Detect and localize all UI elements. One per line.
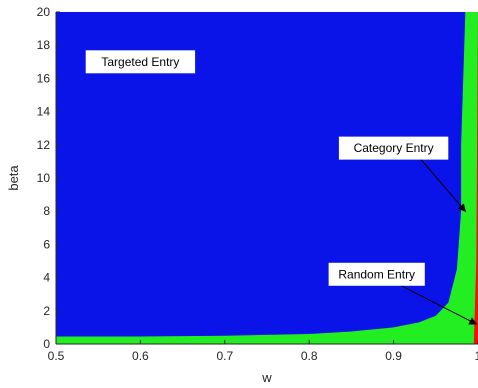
- y-tick-label: 10: [37, 171, 51, 185]
- x-tick-label: 0.8: [301, 349, 318, 363]
- y-tick-label: 20: [37, 5, 51, 19]
- y-tick-label: 0: [43, 337, 50, 351]
- x-tick-label: 0.9: [385, 349, 402, 363]
- annotation-box: [328, 262, 425, 286]
- annotation-label: Random Entry: [338, 267, 415, 281]
- axes: 0.5 0.6 0.7 0.8 0.9 1 0 2 4 6 8 10 12 14 16 18 20 w bet…: [6, 5, 478, 385]
- random-entry-region: [473, 12, 478, 344]
- x-tick-label: 0.6: [132, 349, 149, 363]
- annotation-random-entry: Random Entry: [328, 262, 478, 325]
- y-tick-label: 8: [43, 204, 50, 218]
- x-tick-label: 0.5: [48, 349, 65, 363]
- y-tick-label: 14: [37, 105, 51, 119]
- y-axis-ticks: 0 2 4 6 8 10 12 14 16 18 20: [37, 5, 60, 351]
- annotation-label: Targeted Entry: [101, 55, 179, 69]
- y-tick-label: 12: [37, 138, 51, 152]
- annotations: Targeted Entry Category Entry Random Entry: [85, 50, 478, 325]
- annotation-category-entry: Category Entry: [338, 136, 466, 212]
- annotation-targeted-entry: Targeted Entry: [85, 50, 196, 74]
- annotation-arrow: [420, 158, 466, 212]
- y-tick-label: 16: [37, 71, 51, 85]
- x-axis-ticks: 0.5 0.6 0.7 0.8 0.9 1: [48, 340, 478, 363]
- y-tick-label: 2: [43, 304, 50, 318]
- y-tick-label: 4: [43, 271, 50, 285]
- annotation-box: [85, 50, 196, 74]
- y-tick-label: 6: [43, 237, 50, 251]
- annotation-label: Category Entry: [354, 141, 434, 155]
- annotation-box: [338, 136, 449, 160]
- x-axis-label: w: [261, 370, 272, 385]
- y-axis-label: beta: [6, 165, 21, 191]
- y-tick-label: 18: [37, 38, 51, 52]
- x-tick-label: 0.7: [216, 349, 233, 363]
- x-tick-label: 1: [475, 349, 478, 363]
- annotation-arrow: [400, 284, 478, 325]
